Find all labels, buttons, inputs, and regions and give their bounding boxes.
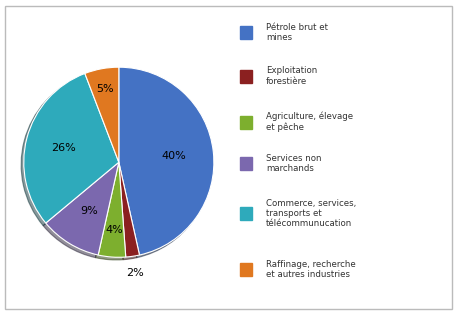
Text: Commerce, services,
transports et
télécommunucation: Commerce, services, transports et téléco… (266, 198, 356, 228)
Bar (240, 26, 252, 39)
Text: 40%: 40% (161, 151, 186, 161)
Wedge shape (119, 162, 139, 257)
Text: Raffinage, recherche
et autres industries: Raffinage, recherche et autres industrie… (266, 260, 356, 279)
Bar (240, 70, 252, 83)
Text: 9%: 9% (80, 206, 98, 216)
Text: 5%: 5% (96, 84, 114, 94)
Text: Services non
marchands: Services non marchands (266, 154, 322, 173)
Wedge shape (46, 162, 119, 255)
Bar (240, 207, 252, 220)
Text: Exploitation
forestière: Exploitation forestière (266, 66, 318, 86)
Text: Pétrole brut et
mines: Pétrole brut et mines (266, 23, 328, 42)
Wedge shape (24, 73, 119, 223)
Bar (240, 157, 252, 170)
Wedge shape (119, 67, 214, 255)
Text: 4%: 4% (105, 226, 122, 236)
Text: 26%: 26% (51, 143, 76, 153)
Wedge shape (85, 67, 119, 162)
Text: 2%: 2% (126, 268, 144, 278)
Wedge shape (98, 162, 126, 257)
Bar (240, 116, 252, 129)
Bar (240, 263, 252, 276)
Text: Agriculture, élevage
et pêche: Agriculture, élevage et pêche (266, 112, 353, 132)
